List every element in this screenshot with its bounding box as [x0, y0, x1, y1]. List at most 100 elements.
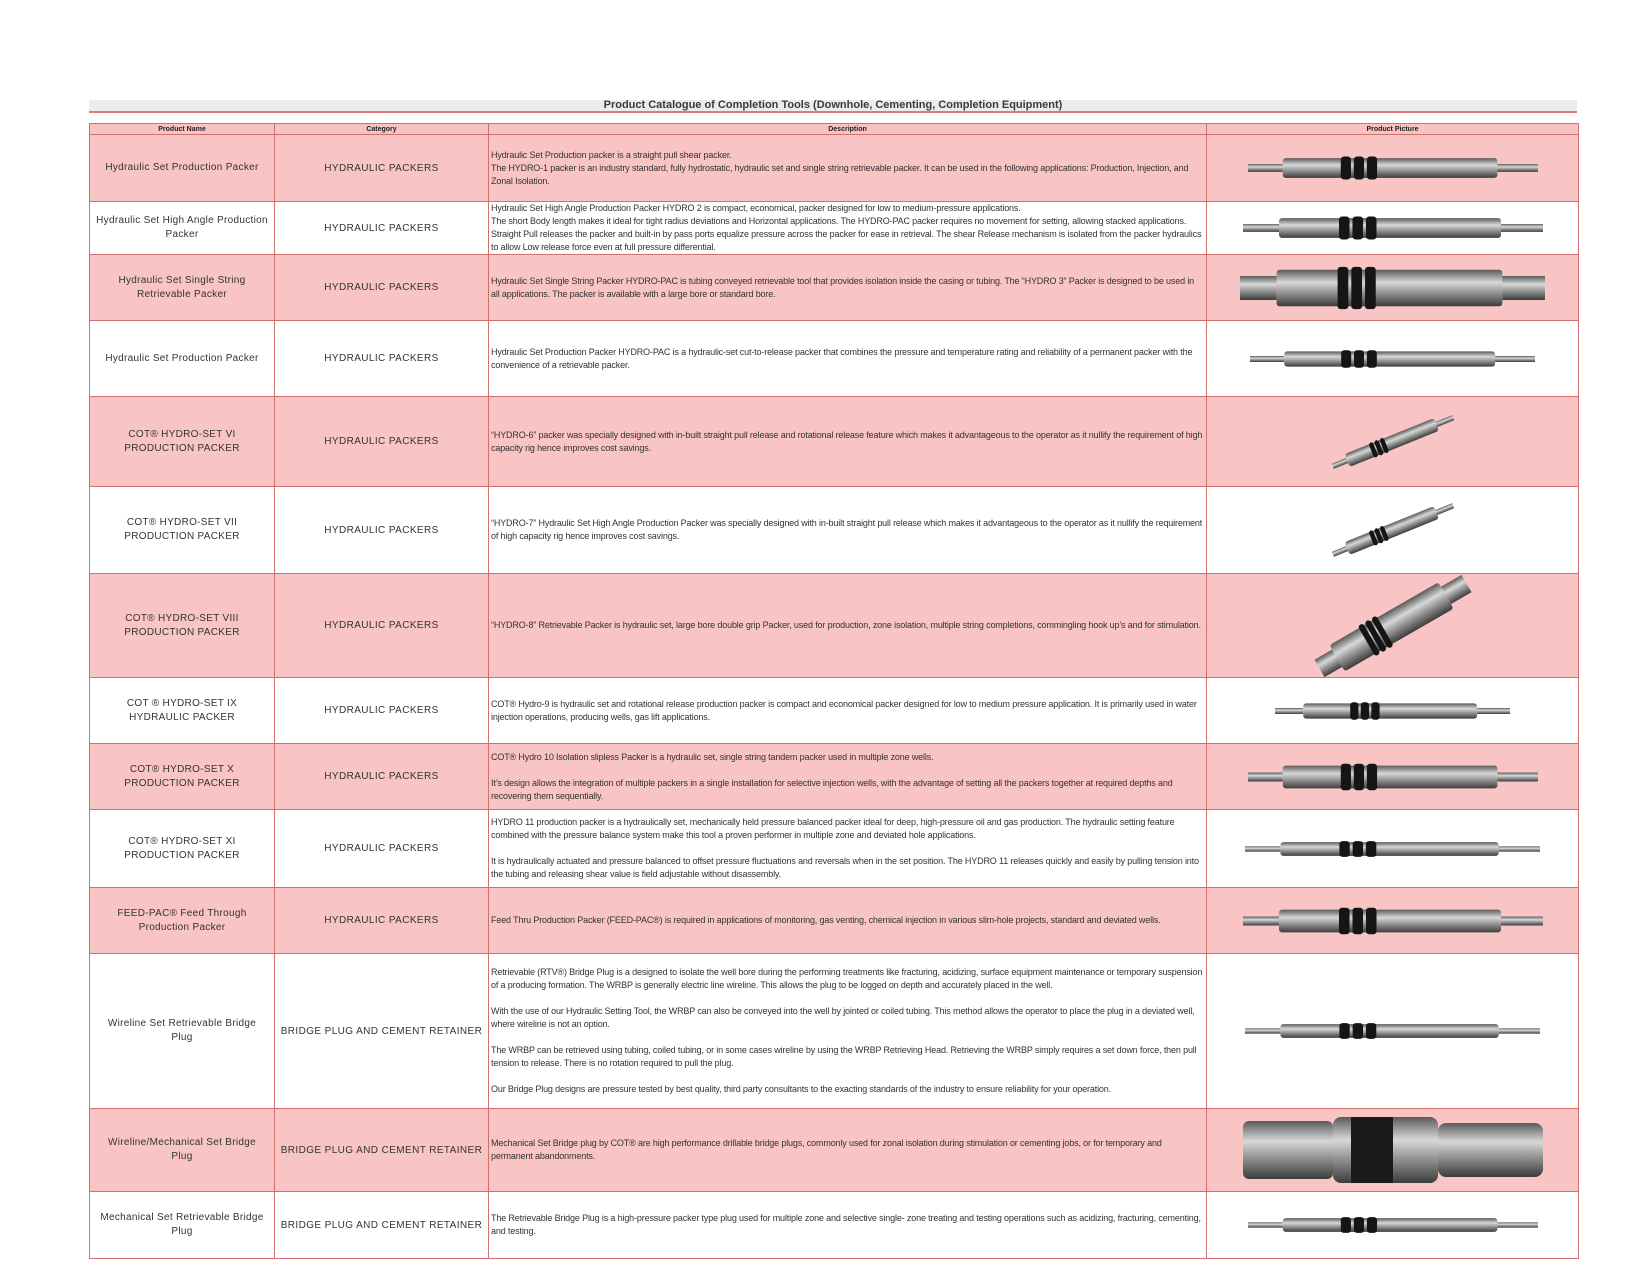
table-row: Wireline Set Retrievable Bridge Plug BRI… — [89, 953, 1579, 1109]
description-paragraph: COT® Hydro-9 is hydraulic set and rotati… — [491, 698, 1197, 722]
table-row: Wireline/Mechanical Set Bridge Plug BRID… — [89, 1108, 1579, 1192]
table-row: COT® HYDRO-SET VI PRODUCTION PACKER HYDR… — [89, 396, 1579, 487]
product-category: HYDRAULIC PACKERS — [274, 201, 489, 255]
description-paragraph: “HYDRO-8” Retrievable Packer is hydrauli… — [491, 620, 1201, 630]
product-category: HYDRAULIC PACKERS — [274, 396, 489, 487]
packer-image — [1242, 907, 1543, 934]
product-name: Hydraulic Set Production Packer — [89, 134, 275, 202]
description-paragraph: Hydraulic Set Production packer is a str… — [491, 149, 732, 160]
description-paragraph: “HYDRO-7” Hydraulic Set High Angle Produ… — [491, 518, 1203, 541]
packer-image — [1240, 266, 1545, 309]
product-picture — [1206, 201, 1579, 255]
bridge-plug-image — [1247, 1217, 1538, 1233]
description-paragraph: Hydraulic Set Production Packer HYDRO-PA… — [491, 346, 1193, 370]
table-row: Hydraulic Set Production Packer HYDRAULI… — [89, 320, 1579, 397]
product-picture — [1206, 254, 1579, 321]
page-title: Product Catalogue of Completion Tools (D… — [603, 99, 1063, 111]
product-name: COT® HYDRO-SET VII PRODUCTION PACKER — [89, 486, 275, 574]
table-row: COT® HYDRO-SET X PRODUCTION PACKER HYDRA… — [89, 743, 1579, 810]
column-header-product-picture: Product Picture — [1206, 123, 1579, 135]
product-picture — [1206, 887, 1579, 954]
product-description: “HYDRO-8” Retrievable Packer is hydrauli… — [488, 573, 1207, 678]
bridge-plug-image — [1245, 1023, 1540, 1039]
description-paragraph: Hydraulic Set Single String Packer HYDRO… — [491, 275, 1195, 299]
table-row: COT® HYDRO-SET VII PRODUCTION PACKER HYD… — [89, 486, 1579, 574]
product-description: Feed Thru Production Packer (FEED-PAC®) … — [488, 887, 1207, 954]
description-paragraph: Retrievable (RTV®) Bridge Plug is a desi… — [491, 967, 1203, 990]
product-picture — [1206, 743, 1579, 810]
product-picture — [1206, 1108, 1579, 1192]
product-name: Wireline Set Retrievable Bridge Plug — [89, 953, 275, 1109]
packer-image — [1250, 349, 1535, 368]
product-description: Hydraulic Set Single String Packer HYDRO… — [488, 254, 1207, 321]
table-row: Hydraulic Set High Angle Production Pack… — [89, 201, 1579, 255]
column-header-product-name: Product Name — [89, 123, 275, 135]
table-row: Mechanical Set Retrievable Bridge Plug B… — [89, 1191, 1579, 1259]
product-description: “HYDRO-6” packer was specially designed … — [488, 396, 1207, 487]
product-picture — [1206, 573, 1579, 678]
product-name: Wireline/Mechanical Set Bridge Plug — [89, 1108, 275, 1192]
product-picture — [1206, 486, 1579, 574]
product-category: HYDRAULIC PACKERS — [274, 320, 489, 397]
table-row: COT ® HYDRO-SET IX HYDRAULIC PACKER HYDR… — [89, 677, 1579, 744]
product-table: Product Name Category Description Produc… — [89, 123, 1579, 1259]
table-row: FEED-PAC® Feed Through Production Packer… — [89, 887, 1579, 954]
description-paragraph: Mechanical Set Bridge plug by COT® are h… — [491, 1138, 1162, 1161]
product-picture — [1206, 396, 1579, 487]
description-paragraph: COT® Hydro 10 Isolation slipless Packer … — [491, 751, 934, 762]
product-name: Hydraulic Set Single String Retrievable … — [89, 254, 275, 321]
product-category: BRIDGE PLUG AND CEMENT RETAINER — [274, 953, 489, 1109]
packer-image — [1247, 156, 1538, 180]
product-category: BRIDGE PLUG AND CEMENT RETAINER — [274, 1108, 489, 1192]
product-description: Retrievable (RTV®) Bridge Plug is a desi… — [488, 953, 1207, 1109]
description-paragraph: HYDRO 11 production packer is a hydrauli… — [491, 817, 1175, 840]
table-row: Hydraulic Set Single String Retrievable … — [89, 254, 1579, 321]
packer-image — [1331, 414, 1454, 469]
product-name: COT® HYDRO-SET VI PRODUCTION PACKER — [89, 396, 275, 487]
product-name: COT® HYDRO-SET XI PRODUCTION PACKER — [89, 809, 275, 888]
product-name: FEED-PAC® Feed Through Production Packer — [89, 887, 275, 954]
product-category: HYDRAULIC PACKERS — [274, 254, 489, 321]
product-name: Mechanical Set Retrievable Bridge Plug — [89, 1191, 275, 1259]
table-row: Hydraulic Set Production Packer HYDRAULI… — [89, 134, 1579, 202]
description-paragraph: The Retrievable Bridge Plug is a high-pr… — [491, 1213, 1201, 1236]
header-row: Product Name Category Description Produc… — [89, 123, 1579, 135]
product-description: The Retrievable Bridge Plug is a high-pr… — [488, 1191, 1207, 1259]
product-description: COT® Hydro 10 Isolation slipless Packer … — [488, 743, 1207, 810]
table-row: COT® HYDRO-SET XI PRODUCTION PACKER HYDR… — [89, 809, 1579, 888]
product-picture — [1206, 953, 1579, 1109]
product-category: HYDRAULIC PACKERS — [274, 809, 489, 888]
description-paragraph: It’s design allows the integration of mu… — [491, 777, 1173, 801]
table-row: COT® HYDRO-SET VIII PRODUCTION PACKER HY… — [89, 573, 1579, 678]
product-description: “HYDRO-7” Hydraulic Set High Angle Produ… — [488, 486, 1207, 574]
product-category: HYDRAULIC PACKERS — [274, 887, 489, 954]
description-paragraph: With the use of our Hydraulic Setting To… — [491, 1006, 1195, 1029]
product-description: Mechanical Set Bridge plug by COT® are h… — [488, 1108, 1207, 1192]
packer-image — [1242, 216, 1543, 240]
description-paragraph: It is hydraulically actuated and pressur… — [491, 856, 1199, 879]
description-paragraph: “HYDRO-6” packer was specially designed … — [491, 429, 1203, 453]
description-paragraph: Hydraulic Set High Angle Production Pack… — [491, 203, 1021, 213]
product-category: BRIDGE PLUG AND CEMENT RETAINER — [274, 1191, 489, 1259]
product-name: COT ® HYDRO-SET IX HYDRAULIC PACKER — [89, 677, 275, 744]
product-category: HYDRAULIC PACKERS — [274, 573, 489, 678]
product-description: Hydraulic Set High Angle Production Pack… — [488, 201, 1207, 255]
product-category: HYDRAULIC PACKERS — [274, 677, 489, 744]
product-description: HYDRO 11 production packer is a hydrauli… — [488, 809, 1207, 888]
description-paragraph: The short Body length makes it ideal for… — [491, 216, 1202, 252]
description-paragraph: The HYDRO-1 packer is an industry standa… — [491, 162, 1189, 186]
title-bar — [89, 100, 1577, 113]
packer-image — [1275, 701, 1510, 720]
product-category: HYDRAULIC PACKERS — [274, 134, 489, 202]
product-description: Hydraulic Set Production Packer HYDRO-PA… — [488, 320, 1207, 397]
description-paragraph: The WRBP can be retrieved using tubing, … — [491, 1045, 1197, 1068]
column-header-description: Description — [488, 123, 1207, 135]
product-picture — [1206, 320, 1579, 397]
product-category: HYDRAULIC PACKERS — [274, 743, 489, 810]
product-description: Hydraulic Set Production packer is a str… — [488, 134, 1207, 202]
product-picture — [1206, 809, 1579, 888]
product-name: COT® HYDRO-SET X PRODUCTION PACKER — [89, 743, 275, 810]
product-name: Hydraulic Set Production Packer — [89, 320, 275, 397]
product-picture — [1206, 1191, 1579, 1259]
description-paragraph: Feed Thru Production Packer (FEED-PAC®) … — [491, 915, 1161, 925]
